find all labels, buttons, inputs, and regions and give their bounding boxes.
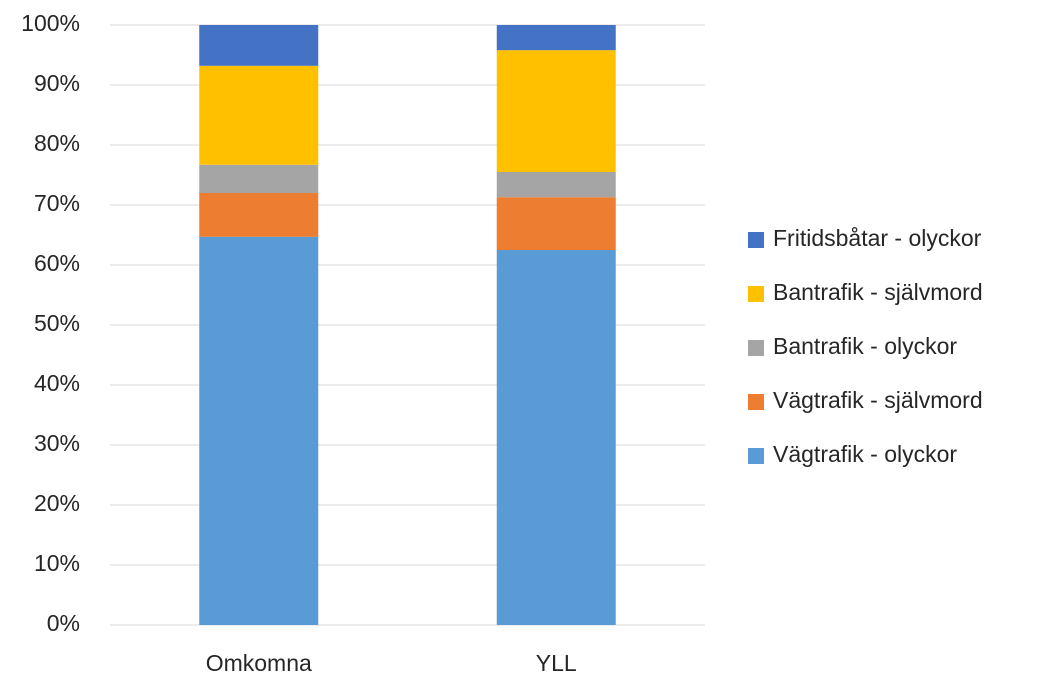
bar-segment	[496, 50, 616, 173]
legend-swatch	[748, 448, 764, 464]
legend-swatch	[748, 394, 764, 410]
y-tick-label: 50%	[34, 310, 80, 336]
y-tick-label: 100%	[21, 10, 80, 36]
bar-segment	[199, 65, 319, 165]
y-tick-label: 80%	[34, 130, 80, 156]
legend-label: Vägtrafik - olyckor	[773, 441, 957, 467]
y-tick-label: 20%	[34, 490, 80, 516]
legend-swatch	[748, 232, 764, 248]
bar-segment	[199, 236, 319, 626]
y-tick-label: 30%	[34, 430, 80, 456]
bar-segment	[199, 193, 319, 237]
legend-label: Fritidsbåtar - olyckor	[773, 225, 982, 251]
x-tick-label: YLL	[536, 650, 577, 675]
legend-label: Vägtrafik - självmord	[773, 387, 983, 413]
bar-segment	[496, 172, 616, 198]
bar-segment	[199, 25, 319, 66]
bar-segment	[496, 197, 616, 250]
legend-label: Bantrafik - självmord	[773, 279, 983, 305]
x-tick-label: Omkomna	[206, 650, 312, 675]
bar-segment	[496, 250, 616, 625]
bar-segment	[199, 164, 319, 193]
legend-swatch	[748, 286, 764, 302]
legend-label: Bantrafik - olyckor	[773, 333, 957, 359]
y-tick-label: 70%	[34, 190, 80, 216]
y-tick-label: 10%	[34, 550, 80, 576]
y-tick-label: 0%	[47, 610, 80, 636]
bar-segment	[496, 25, 616, 51]
y-tick-label: 40%	[34, 370, 80, 396]
y-tick-label: 60%	[34, 250, 80, 276]
y-tick-label: 90%	[34, 70, 80, 96]
legend-swatch	[748, 340, 764, 356]
